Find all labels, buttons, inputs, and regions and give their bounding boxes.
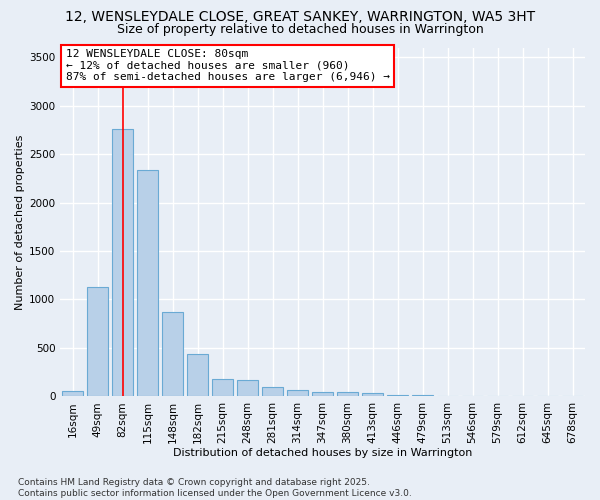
Bar <box>287 390 308 396</box>
Bar <box>212 380 233 396</box>
Bar <box>387 394 408 396</box>
Y-axis label: Number of detached properties: Number of detached properties <box>15 134 25 310</box>
Bar <box>337 392 358 396</box>
Bar <box>87 287 109 397</box>
Bar <box>62 391 83 396</box>
Bar <box>137 170 158 396</box>
Bar <box>162 312 184 396</box>
Bar <box>262 387 283 396</box>
Bar <box>112 129 133 396</box>
Bar <box>312 392 333 396</box>
Text: 12 WENSLEYDALE CLOSE: 80sqm
← 12% of detached houses are smaller (960)
87% of se: 12 WENSLEYDALE CLOSE: 80sqm ← 12% of det… <box>65 49 389 82</box>
Text: 12, WENSLEYDALE CLOSE, GREAT SANKEY, WARRINGTON, WA5 3HT: 12, WENSLEYDALE CLOSE, GREAT SANKEY, WAR… <box>65 10 535 24</box>
Bar <box>237 380 258 396</box>
Bar <box>362 394 383 396</box>
Text: Size of property relative to detached houses in Warrington: Size of property relative to detached ho… <box>116 22 484 36</box>
Bar <box>187 354 208 397</box>
Text: Contains HM Land Registry data © Crown copyright and database right 2025.
Contai: Contains HM Land Registry data © Crown c… <box>18 478 412 498</box>
X-axis label: Distribution of detached houses by size in Warrington: Distribution of detached houses by size … <box>173 448 472 458</box>
